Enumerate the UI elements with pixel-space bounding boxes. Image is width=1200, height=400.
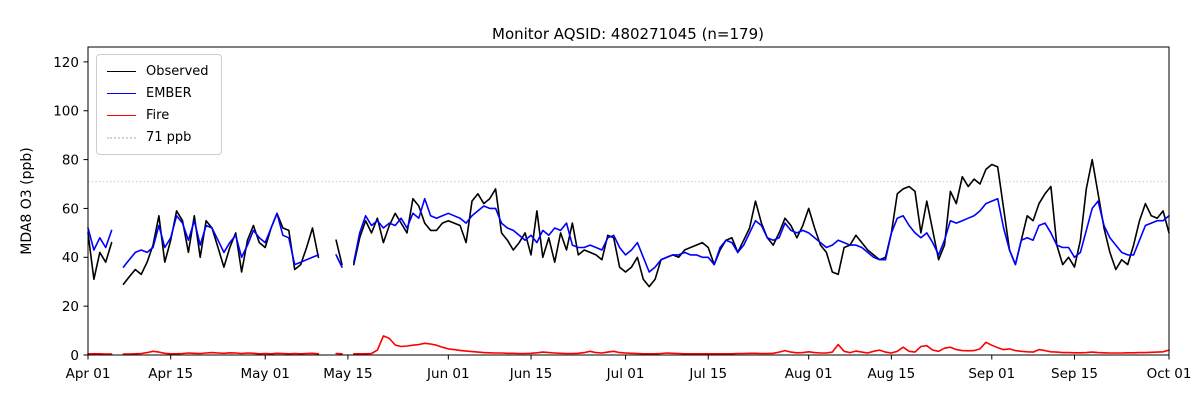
legend-item-observed: Observed bbox=[107, 62, 209, 81]
y-tick-label: 80 bbox=[62, 152, 79, 168]
y-tick-label: 20 bbox=[62, 299, 79, 315]
x-tick-label: Aug 01 bbox=[785, 366, 833, 382]
x-tick-label: Jul 01 bbox=[606, 366, 645, 382]
y-axis-label: MDA8 O3 (ppb) bbox=[19, 147, 35, 255]
x-tick-label: Oct 01 bbox=[1147, 366, 1192, 382]
plot-frame bbox=[87, 46, 1170, 356]
y-tick-label: 40 bbox=[62, 250, 79, 266]
y-tick-label: 120 bbox=[53, 55, 79, 71]
x-tick-label: Jul 15 bbox=[688, 366, 727, 382]
x-tick-label: May 15 bbox=[323, 366, 372, 382]
legend-item-ember: EMBER bbox=[107, 84, 209, 103]
observed-line-sample-icon bbox=[107, 71, 136, 72]
legend-item-fire: Fire bbox=[107, 106, 209, 125]
y-tick-label: 60 bbox=[62, 201, 79, 217]
x-tick-label: Aug 15 bbox=[867, 366, 915, 382]
legend-label: Fire bbox=[146, 108, 170, 123]
y-tick-label: 0 bbox=[70, 348, 79, 364]
x-tick-label: Jun 01 bbox=[426, 366, 470, 382]
x-tick-label: May 01 bbox=[241, 366, 290, 382]
x-tick-label: Jun 15 bbox=[509, 366, 553, 382]
x-tick-label: Sep 01 bbox=[968, 366, 1015, 382]
ember-line-sample-icon bbox=[107, 93, 136, 94]
legend-label: EMBER bbox=[146, 86, 192, 101]
observed-line bbox=[87, 158, 1170, 288]
y-tick-label: 100 bbox=[53, 104, 79, 120]
fire-line bbox=[87, 335, 1170, 355]
x-tick-label: Apr 01 bbox=[66, 366, 111, 382]
x-tick-label: Apr 15 bbox=[148, 366, 193, 382]
chart-title: Monitor AQSID: 480271045 (n=179) bbox=[492, 25, 764, 43]
fire-line-sample-icon bbox=[107, 115, 136, 116]
legend-label: 71 ppb bbox=[146, 130, 192, 145]
legend-label: Observed bbox=[146, 64, 209, 79]
threshold-line-sample-icon bbox=[107, 136, 136, 139]
legend: Observed EMBER Fire 71 ppb bbox=[96, 54, 222, 155]
x-tick-label: Sep 15 bbox=[1051, 366, 1098, 382]
ember-line bbox=[87, 197, 1170, 273]
legend-item-threshold: 71 ppb bbox=[107, 128, 209, 147]
